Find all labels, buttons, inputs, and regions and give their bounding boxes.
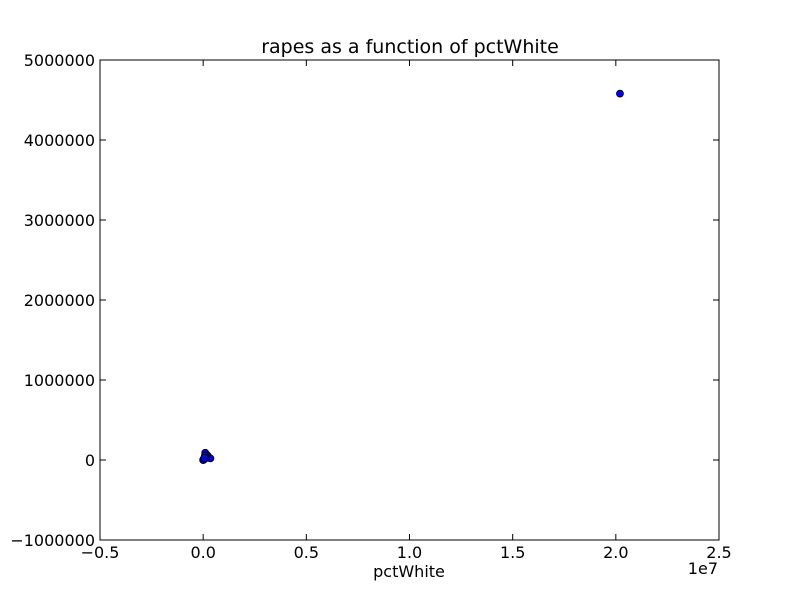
y-tick-label: −1000000	[10, 531, 95, 550]
x-tick-label: 0.0	[190, 543, 215, 562]
x-axis-offset-label: 1e7	[688, 559, 718, 578]
x-tick-label: 1.5	[500, 543, 525, 562]
points-layer	[199, 89, 624, 464]
y-tick-label: 2000000	[24, 291, 95, 310]
y-tick-label: 1000000	[24, 371, 95, 390]
x-tick-label: 1.0	[397, 543, 422, 562]
x-axis-label: pctWhite	[373, 562, 445, 581]
x-tick-label: −0.5	[81, 543, 120, 562]
y-tick-label: 3000000	[24, 211, 95, 230]
x-tick-label: 2.5	[706, 543, 731, 562]
x-tick-label: 0.5	[294, 543, 319, 562]
chart-title: rapes as a function of pctWhite	[261, 36, 559, 58]
scatter-point	[200, 454, 209, 462]
y-tick-label: 0	[85, 451, 95, 470]
scatter-point	[616, 89, 624, 98]
y-tick-label: 4000000	[24, 131, 95, 150]
x-tick-label: 2.0	[603, 543, 628, 562]
y-tick-label: 5000000	[24, 51, 95, 70]
plot-frame	[99, 59, 720, 541]
ticks-layer: −0.5 0.0 0.5 1.0 1.5 2.0 2.5 −1000000 0 1000000 20…	[10, 51, 731, 562]
